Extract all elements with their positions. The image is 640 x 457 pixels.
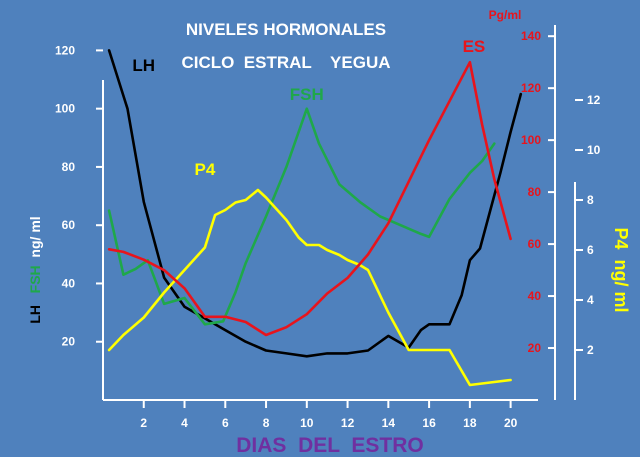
p4-y-tick-label: 4 bbox=[587, 293, 594, 307]
x-tick-label: 10 bbox=[300, 416, 314, 430]
series-line-lh bbox=[107, 49, 523, 358]
es-y-tick-label: 20 bbox=[528, 341, 542, 355]
left-y-tick-label: 80 bbox=[62, 160, 76, 174]
series-label-es: ES bbox=[463, 37, 486, 56]
es-y-tick-label: 60 bbox=[528, 237, 542, 251]
series-line-es bbox=[107, 60, 512, 337]
series-label-p4: P4 bbox=[195, 160, 216, 179]
x-tick-label: 6 bbox=[222, 416, 229, 430]
x-tick-label: 8 bbox=[263, 416, 270, 430]
x-tick-label: 18 bbox=[463, 416, 477, 430]
es-y-tick-label: 120 bbox=[521, 81, 541, 95]
p4-axis-label: P4 ng/ ml bbox=[611, 227, 631, 312]
x-tick-label: 20 bbox=[504, 416, 518, 430]
axes-group: 2 4 6 8 10 12 14 16 18 20 20 40 60 80 100 120 20 40 60 80 10… bbox=[55, 25, 601, 430]
left-axis-label-gap1 bbox=[27, 293, 43, 305]
x-tick-label: 2 bbox=[140, 416, 147, 430]
left-y-tick-label: 20 bbox=[62, 335, 76, 349]
series-labels-group: LH FSH P4 ES bbox=[132, 37, 485, 179]
series-label-fsh: FSH bbox=[290, 85, 324, 104]
left-axis-label: LH FSH ng/ ml bbox=[27, 216, 43, 323]
left-axis-label-lh: LH bbox=[27, 305, 43, 324]
es-y-tick-label: 100 bbox=[521, 133, 541, 147]
x-tick-label: 14 bbox=[382, 416, 396, 430]
p4-y-tick-label: 2 bbox=[587, 343, 594, 357]
left-y-tick-label: 100 bbox=[55, 102, 75, 116]
x-tick-label: 12 bbox=[341, 416, 355, 430]
left-axis-label-gap2 bbox=[27, 258, 43, 266]
series-line-fsh bbox=[107, 107, 496, 326]
x-axis-label: DIAS DEL ESTRO bbox=[236, 434, 423, 457]
series-label-lh: LH bbox=[132, 56, 155, 75]
left-y-tick-label: 120 bbox=[55, 43, 75, 57]
x-tick-label: 4 bbox=[181, 416, 188, 430]
p4-y-tick-label: 6 bbox=[587, 243, 594, 257]
p4-y-tick-label: 8 bbox=[587, 193, 594, 207]
p4-y-tick-label: 12 bbox=[587, 93, 601, 107]
series-line-p4 bbox=[107, 188, 512, 387]
es-axis-unit: Pg/ml bbox=[489, 8, 522, 22]
es-y-tick-label: 80 bbox=[528, 185, 542, 199]
left-y-tick-label: 60 bbox=[62, 218, 76, 232]
left-axis-label-fsh: FSH bbox=[27, 265, 43, 293]
series-group bbox=[107, 49, 523, 387]
chart-title-line2: CICLO ESTRAL YEGUA bbox=[181, 53, 390, 72]
es-y-tick-label: 140 bbox=[521, 29, 541, 43]
chart-title-line1: NIVELES HORMONALES bbox=[186, 20, 386, 39]
left-y-tick-label: 40 bbox=[62, 276, 76, 290]
left-axis-label-unit: ng/ ml bbox=[27, 216, 43, 257]
p4-y-tick-label: 10 bbox=[587, 143, 601, 157]
x-tick-label: 16 bbox=[422, 416, 436, 430]
es-y-tick-label: 40 bbox=[528, 289, 542, 303]
